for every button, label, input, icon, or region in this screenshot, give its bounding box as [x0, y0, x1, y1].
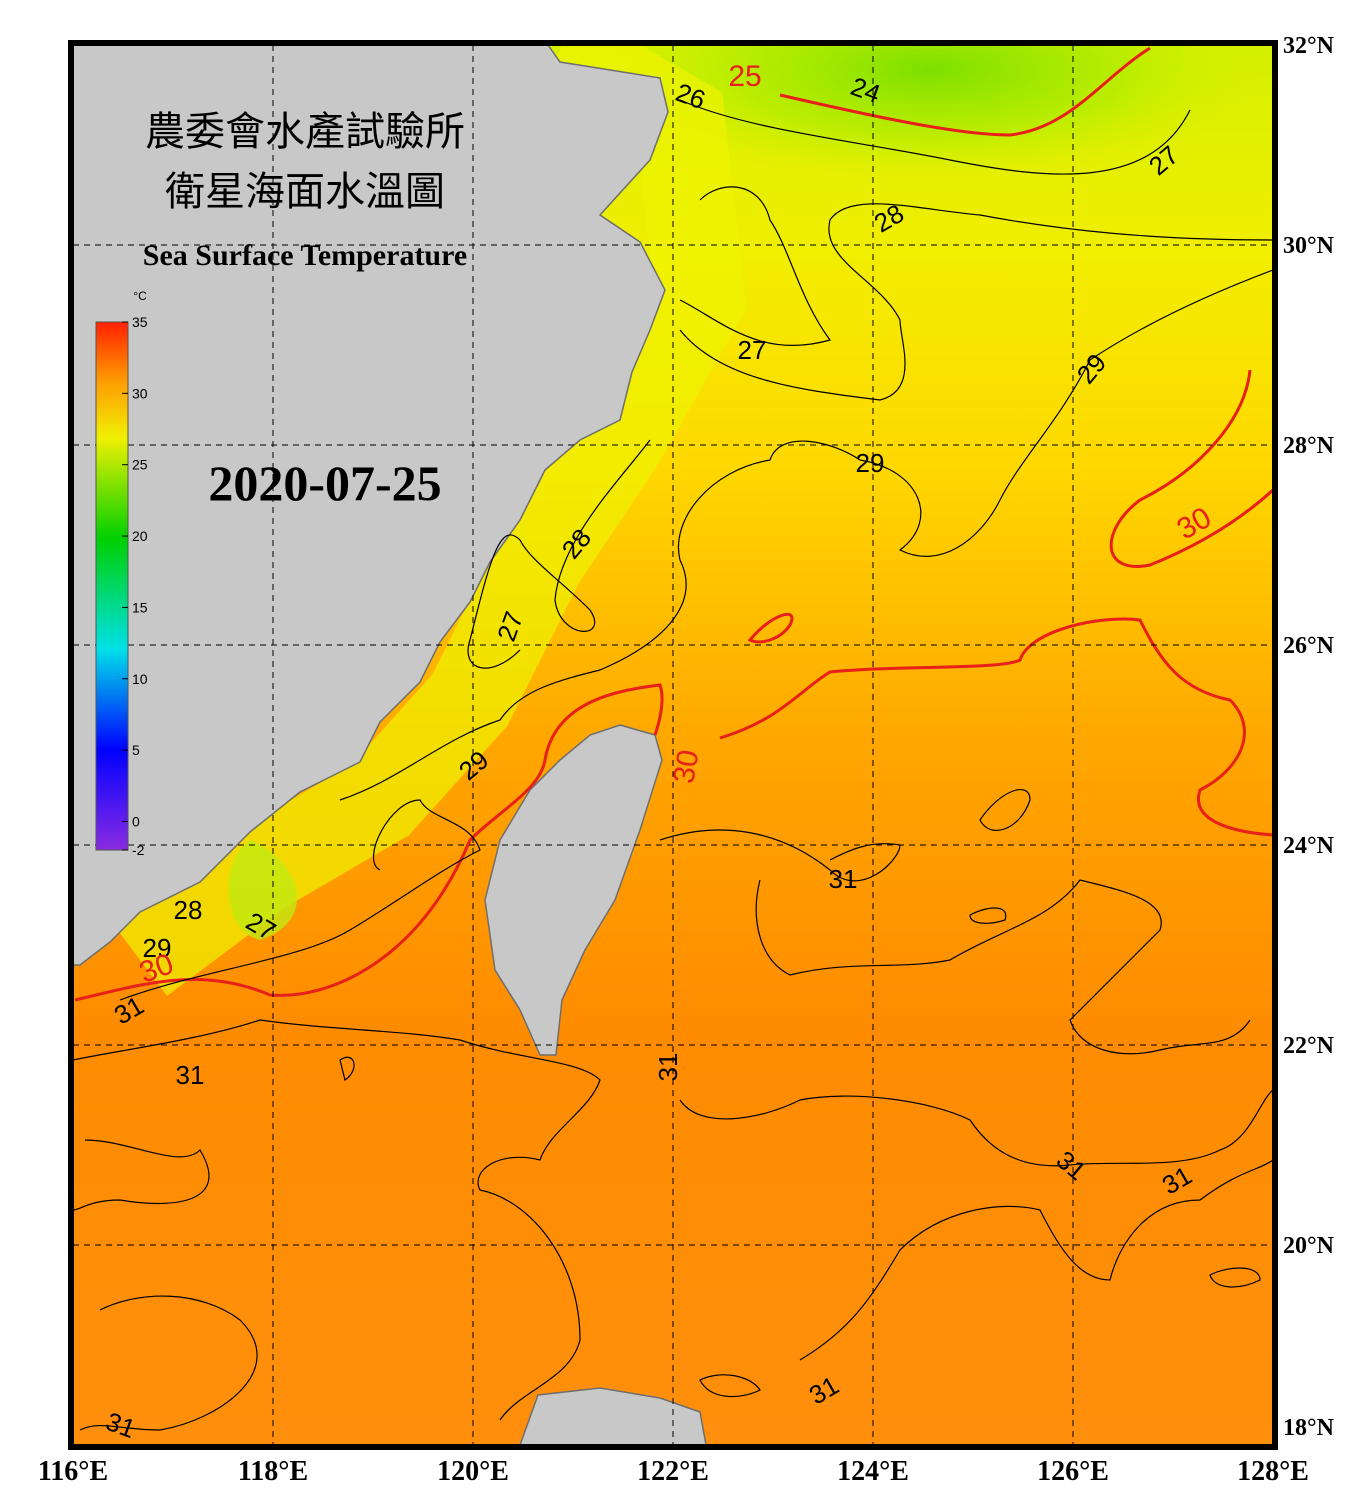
lon-label: 116°E: [38, 1456, 108, 1487]
title-en: Sea Surface Temperature: [143, 239, 467, 272]
colorbar-ticks: 35 30 25 20 15 10 5 0 -2: [122, 314, 148, 858]
contour-label: 31: [829, 864, 858, 894]
lat-label: 24°N: [1283, 833, 1335, 859]
contour-label: 31: [176, 1060, 205, 1090]
luzon: [519, 1387, 707, 1445]
contour: [679, 1089, 1273, 1167]
colorbar-tick-label: 10: [132, 671, 148, 687]
coastal-band: [113, 45, 747, 996]
colorbar-tick-label: 0: [132, 813, 140, 829]
title-zh-1: 農委會水產試驗所: [145, 109, 465, 154]
contour: [679, 186, 832, 346]
contour-label: 29: [856, 448, 885, 478]
lon-label: 120°E: [437, 1456, 509, 1487]
colorbar-tick-label: -2: [132, 842, 145, 858]
lat-label: 26°N: [1283, 633, 1335, 659]
contour: [679, 99, 1191, 175]
contour: [73, 1019, 601, 1421]
contour: [799, 1159, 1273, 1361]
taiwan: [484, 724, 663, 1056]
colorbar-tick-label: 25: [132, 457, 148, 473]
title-zh-2: 衛星海面水溫圖: [165, 169, 445, 214]
colorbar-tick-label: 30: [132, 385, 148, 401]
colorbar-tick-label: 20: [132, 528, 148, 544]
contour-label: 29: [143, 933, 172, 963]
cold-water: [600, 45, 1260, 180]
contour-30: [747, 612, 794, 644]
graticule: [73, 45, 1273, 1445]
mainland: [73, 45, 669, 966]
colorbar-tick-label: 15: [132, 599, 148, 615]
date: 2020-07-25: [208, 455, 441, 511]
colorbar-tick-label: 35: [132, 314, 148, 330]
colorbar: [95, 321, 129, 851]
contour-label: 31: [653, 1053, 683, 1082]
frame: [68, 40, 1278, 1450]
contour: [73, 1139, 258, 1431]
lat-label: 30°N: [1283, 233, 1335, 259]
axis-labels: 116°E 118°E 120°E 122°E 124°E 126°E 128°E 32°N 3…: [38, 33, 1335, 1487]
lat-label: 22°N: [1283, 1033, 1335, 1059]
contour: [467, 439, 651, 669]
lat-label: 18°N: [1283, 1415, 1335, 1441]
lon-label: 118°E: [238, 1456, 308, 1487]
colorbar-tick-label: 5: [132, 742, 140, 758]
lat-label: 28°N: [1283, 433, 1335, 459]
contour: [339, 269, 1273, 801]
contour: [679, 203, 1273, 401]
cold-patch: [228, 840, 298, 940]
contour-30: [719, 617, 1273, 837]
lat-label: 32°N: [1283, 33, 1335, 59]
contour-label: 30: [667, 747, 705, 786]
contour-30: [74, 683, 664, 1002]
lon-label: 128°E: [1237, 1456, 1309, 1487]
colorbar-unit: °C: [133, 289, 147, 303]
contour: [339, 789, 1261, 1398]
lon-label: 122°E: [637, 1456, 709, 1487]
contour-label: 28: [174, 895, 203, 925]
contour-label: 27: [738, 335, 767, 365]
lat-label: 20°N: [1283, 1233, 1335, 1259]
contour-25: [779, 46, 1151, 137]
contour-30: [1109, 369, 1273, 568]
contour: [119, 799, 481, 1001]
contour-label: 25: [728, 60, 761, 93]
lon-label: 126°E: [1037, 1456, 1109, 1487]
lon-label: 124°E: [837, 1456, 909, 1487]
